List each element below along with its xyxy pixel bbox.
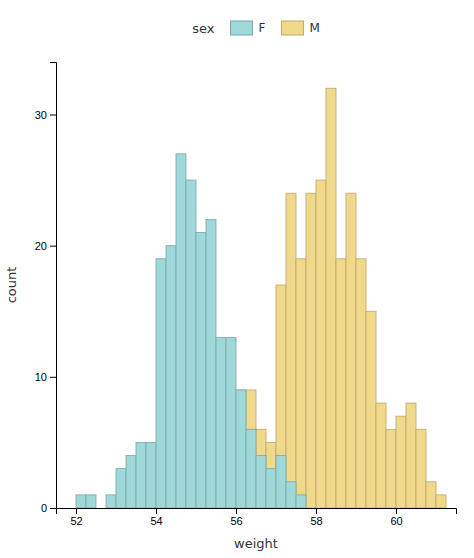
tick: 20: [35, 240, 56, 252]
bar: [226, 337, 236, 508]
tick-mark: [50, 246, 56, 247]
tick-mark: [76, 508, 77, 514]
bar: [436, 495, 446, 508]
series-bars: [186, 88, 446, 508]
legend-item: M: [281, 21, 319, 35]
bar: [296, 259, 306, 508]
bar: [166, 246, 176, 508]
bar: [116, 469, 126, 508]
axis-line: [50, 63, 57, 509]
bar: [176, 154, 186, 508]
bar: [306, 193, 316, 508]
bar: [296, 495, 306, 508]
tick-label: 20: [35, 240, 47, 252]
legend-label: F: [258, 21, 265, 35]
tick-label: 52: [70, 515, 82, 527]
bar: [276, 456, 286, 508]
bar: [246, 390, 256, 508]
tick-mark: [236, 508, 237, 514]
legend-swatch: [230, 21, 252, 35]
bar: [96, 508, 106, 509]
bar: [136, 442, 146, 508]
legend-item: F: [230, 21, 265, 35]
bar: [416, 429, 426, 508]
bar: [426, 482, 436, 508]
y-axis: 0 10 20 30: [35, 63, 57, 515]
bar: [376, 403, 386, 508]
bar: [386, 429, 396, 508]
bar: [216, 337, 226, 508]
bar: [356, 259, 366, 508]
bar: [76, 495, 86, 508]
tick-label: 10: [35, 371, 47, 383]
tick-mark: [50, 377, 56, 378]
tick: 54: [150, 508, 162, 527]
tick-mark: [50, 508, 56, 509]
bar: [266, 442, 276, 508]
bar: [276, 285, 286, 508]
bar: [196, 233, 206, 508]
bar: [106, 495, 116, 508]
tick-label: 56: [230, 515, 242, 527]
legend-title: sex: [192, 21, 215, 36]
x-axis-title: weight: [234, 536, 278, 551]
tick-label: 58: [310, 515, 322, 527]
legend-label: M: [309, 21, 319, 35]
legend: sex F M: [192, 21, 320, 36]
tick-label: 60: [390, 515, 402, 527]
bar: [406, 403, 416, 508]
tick: 58: [310, 508, 322, 527]
bar: [286, 193, 296, 508]
tick-label: 0: [41, 502, 47, 514]
plot: 52 54 56 58 60 0 10 20 30 weight count: [4, 63, 457, 552]
tick-label: 30: [35, 108, 47, 120]
bar: [326, 88, 336, 508]
bar: [126, 456, 136, 508]
tick: 52: [70, 508, 82, 527]
bar: [366, 311, 376, 508]
tick-mark: [50, 114, 56, 115]
bar: [266, 469, 276, 508]
bar: [146, 442, 156, 508]
axis-line: [57, 509, 457, 515]
tick-mark: [316, 508, 317, 514]
tick: 10: [35, 371, 56, 383]
bar: [186, 180, 196, 508]
tick-mark: [156, 508, 157, 514]
tick: 0: [41, 502, 56, 514]
bar: [206, 219, 216, 508]
bar: [246, 429, 256, 508]
legend-swatch: [281, 21, 303, 35]
bar: [256, 456, 266, 508]
bar: [156, 259, 166, 508]
bars: [76, 88, 446, 508]
tick-mark: [396, 508, 397, 514]
bar: [236, 390, 246, 508]
chart: 52 54 56 58 60 0 10 20 30 weight count sex F M: [0, 0, 474, 558]
bar: [236, 390, 246, 508]
tick: 56: [230, 508, 242, 527]
tick: 60: [390, 508, 402, 527]
y-axis-title: count: [4, 267, 19, 304]
tick: 30: [35, 108, 56, 120]
bar: [396, 416, 406, 508]
bar: [346, 193, 356, 508]
tick-label: 54: [150, 515, 162, 527]
bar: [286, 482, 296, 508]
bar: [336, 259, 346, 508]
series-bars: [76, 154, 306, 508]
bar: [86, 495, 96, 508]
x-axis: 52 54 56 58 60: [57, 508, 457, 527]
bar: [256, 429, 266, 508]
bar: [316, 180, 326, 508]
